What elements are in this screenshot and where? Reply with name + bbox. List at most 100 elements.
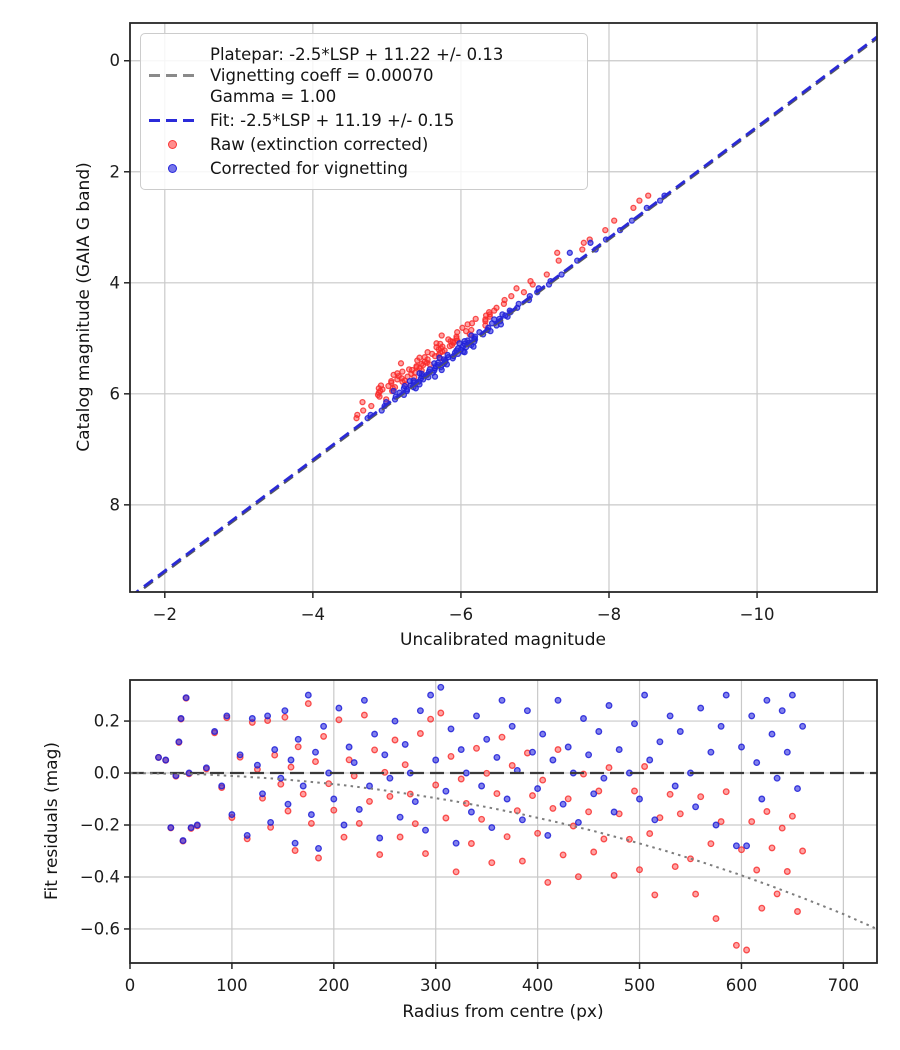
scatter-point bbox=[543, 271, 550, 278]
scatter-point bbox=[559, 851, 567, 859]
scatter-point bbox=[595, 728, 603, 735]
scatter-point bbox=[717, 722, 725, 730]
scatter-point bbox=[411, 820, 419, 828]
scatter-point bbox=[743, 946, 751, 954]
scatter-point bbox=[281, 707, 289, 715]
plot-frame bbox=[129, 679, 878, 964]
scatter-point bbox=[397, 360, 405, 367]
scatter-point bbox=[330, 795, 338, 803]
scatter-point bbox=[794, 908, 801, 915]
scatter-point bbox=[498, 733, 506, 741]
scatter-point bbox=[676, 810, 684, 818]
scatter-point bbox=[391, 736, 399, 744]
scatter-point bbox=[732, 941, 740, 949]
scatter-point bbox=[631, 720, 638, 728]
scatter-point bbox=[753, 759, 761, 767]
scatter-point bbox=[399, 368, 406, 375]
scatter-point bbox=[277, 780, 285, 788]
scatter-point bbox=[722, 788, 730, 796]
y-tick-label: −0.2 bbox=[80, 816, 120, 835]
blue-dashed-line-icon bbox=[149, 118, 195, 123]
scatter-point bbox=[315, 844, 322, 852]
scatter-point bbox=[312, 758, 319, 766]
scatter-point bbox=[544, 831, 552, 839]
scatter-point bbox=[416, 370, 423, 377]
scatter-point bbox=[651, 816, 659, 824]
scatter-point bbox=[391, 717, 399, 725]
scatter-point bbox=[211, 728, 219, 735]
scatter-point bbox=[595, 787, 603, 795]
scatter-point bbox=[580, 239, 587, 246]
scatter-point bbox=[359, 398, 366, 406]
scatter-point bbox=[707, 748, 715, 756]
scatter-point bbox=[712, 821, 720, 829]
vignetting-model-line bbox=[130, 772, 877, 930]
scatter-point bbox=[299, 790, 307, 798]
scatter-point bbox=[248, 715, 256, 722]
scatter-point bbox=[534, 829, 542, 837]
scatter-point bbox=[179, 837, 187, 845]
scatter-point bbox=[320, 732, 328, 740]
scatter-point bbox=[788, 691, 796, 699]
scatter-point bbox=[355, 819, 363, 827]
scatter-point bbox=[631, 787, 638, 795]
scatter-point bbox=[520, 289, 528, 296]
scatter-point bbox=[628, 217, 636, 224]
scatter-point bbox=[707, 840, 715, 848]
scatter-point bbox=[432, 781, 440, 789]
scatter-point bbox=[437, 683, 445, 691]
scatter-point bbox=[666, 712, 674, 720]
scatter-point bbox=[437, 709, 445, 717]
scatter-point bbox=[447, 725, 455, 733]
scatter-series bbox=[353, 192, 652, 422]
scatter-point bbox=[253, 761, 261, 769]
legend-entry-platepar-label: Platepar: -2.5*LSP + 11.22 +/- 0.13 Vign… bbox=[210, 44, 503, 107]
scatter-point bbox=[442, 787, 450, 795]
scatter-point bbox=[651, 891, 659, 899]
scatter-point bbox=[470, 343, 477, 350]
y-tick-label: −0.6 bbox=[80, 919, 120, 938]
scatter-point bbox=[508, 292, 515, 300]
scatter-point bbox=[513, 285, 520, 292]
scatter-point bbox=[758, 795, 766, 803]
scatter-point bbox=[763, 808, 771, 815]
scatter-point bbox=[778, 707, 786, 715]
scatter-point bbox=[287, 756, 295, 764]
scatter-point bbox=[491, 316, 498, 323]
x-tick-label: 600 bbox=[726, 976, 758, 995]
scatter-point bbox=[472, 315, 479, 323]
y-tick-label: 4 bbox=[110, 273, 121, 292]
x-tick-label: −6 bbox=[449, 605, 473, 624]
scatter-point bbox=[508, 722, 516, 730]
scatter-point bbox=[421, 354, 428, 361]
legend-entry-fit-label: Fit: -2.5*LSP + 11.19 +/- 0.15 bbox=[210, 111, 455, 130]
scatter-point bbox=[307, 811, 315, 819]
scatter-point bbox=[732, 842, 740, 850]
scatter-point bbox=[350, 759, 358, 767]
scatter-point bbox=[360, 696, 368, 704]
scatter-point bbox=[388, 377, 395, 385]
scatter-point bbox=[478, 782, 486, 790]
scatter-point bbox=[763, 696, 771, 704]
legend-platepar-line2: Vignetting coeff = 0.00070 bbox=[210, 66, 434, 85]
scatter-point bbox=[264, 712, 272, 720]
scatter-point bbox=[478, 815, 486, 823]
scatter-point bbox=[539, 776, 547, 784]
scatter-point bbox=[611, 217, 618, 224]
scatter-point bbox=[461, 337, 468, 345]
scatter-point bbox=[503, 833, 511, 841]
scatter-point bbox=[600, 835, 608, 843]
scatter-point bbox=[390, 387, 397, 395]
scatter-point bbox=[549, 756, 557, 764]
x-tick-label: 0 bbox=[125, 976, 136, 995]
scatter-point bbox=[544, 878, 552, 886]
scatter-point bbox=[353, 415, 360, 422]
scatter-point bbox=[177, 715, 185, 722]
scatter-point bbox=[518, 816, 526, 824]
scatter-point bbox=[376, 851, 384, 859]
scatter-point bbox=[529, 792, 536, 800]
top-plot-x-axis-label: Uncalibrated magnitude bbox=[400, 630, 606, 650]
scatter-point bbox=[452, 868, 460, 876]
scatter-point bbox=[315, 854, 322, 862]
